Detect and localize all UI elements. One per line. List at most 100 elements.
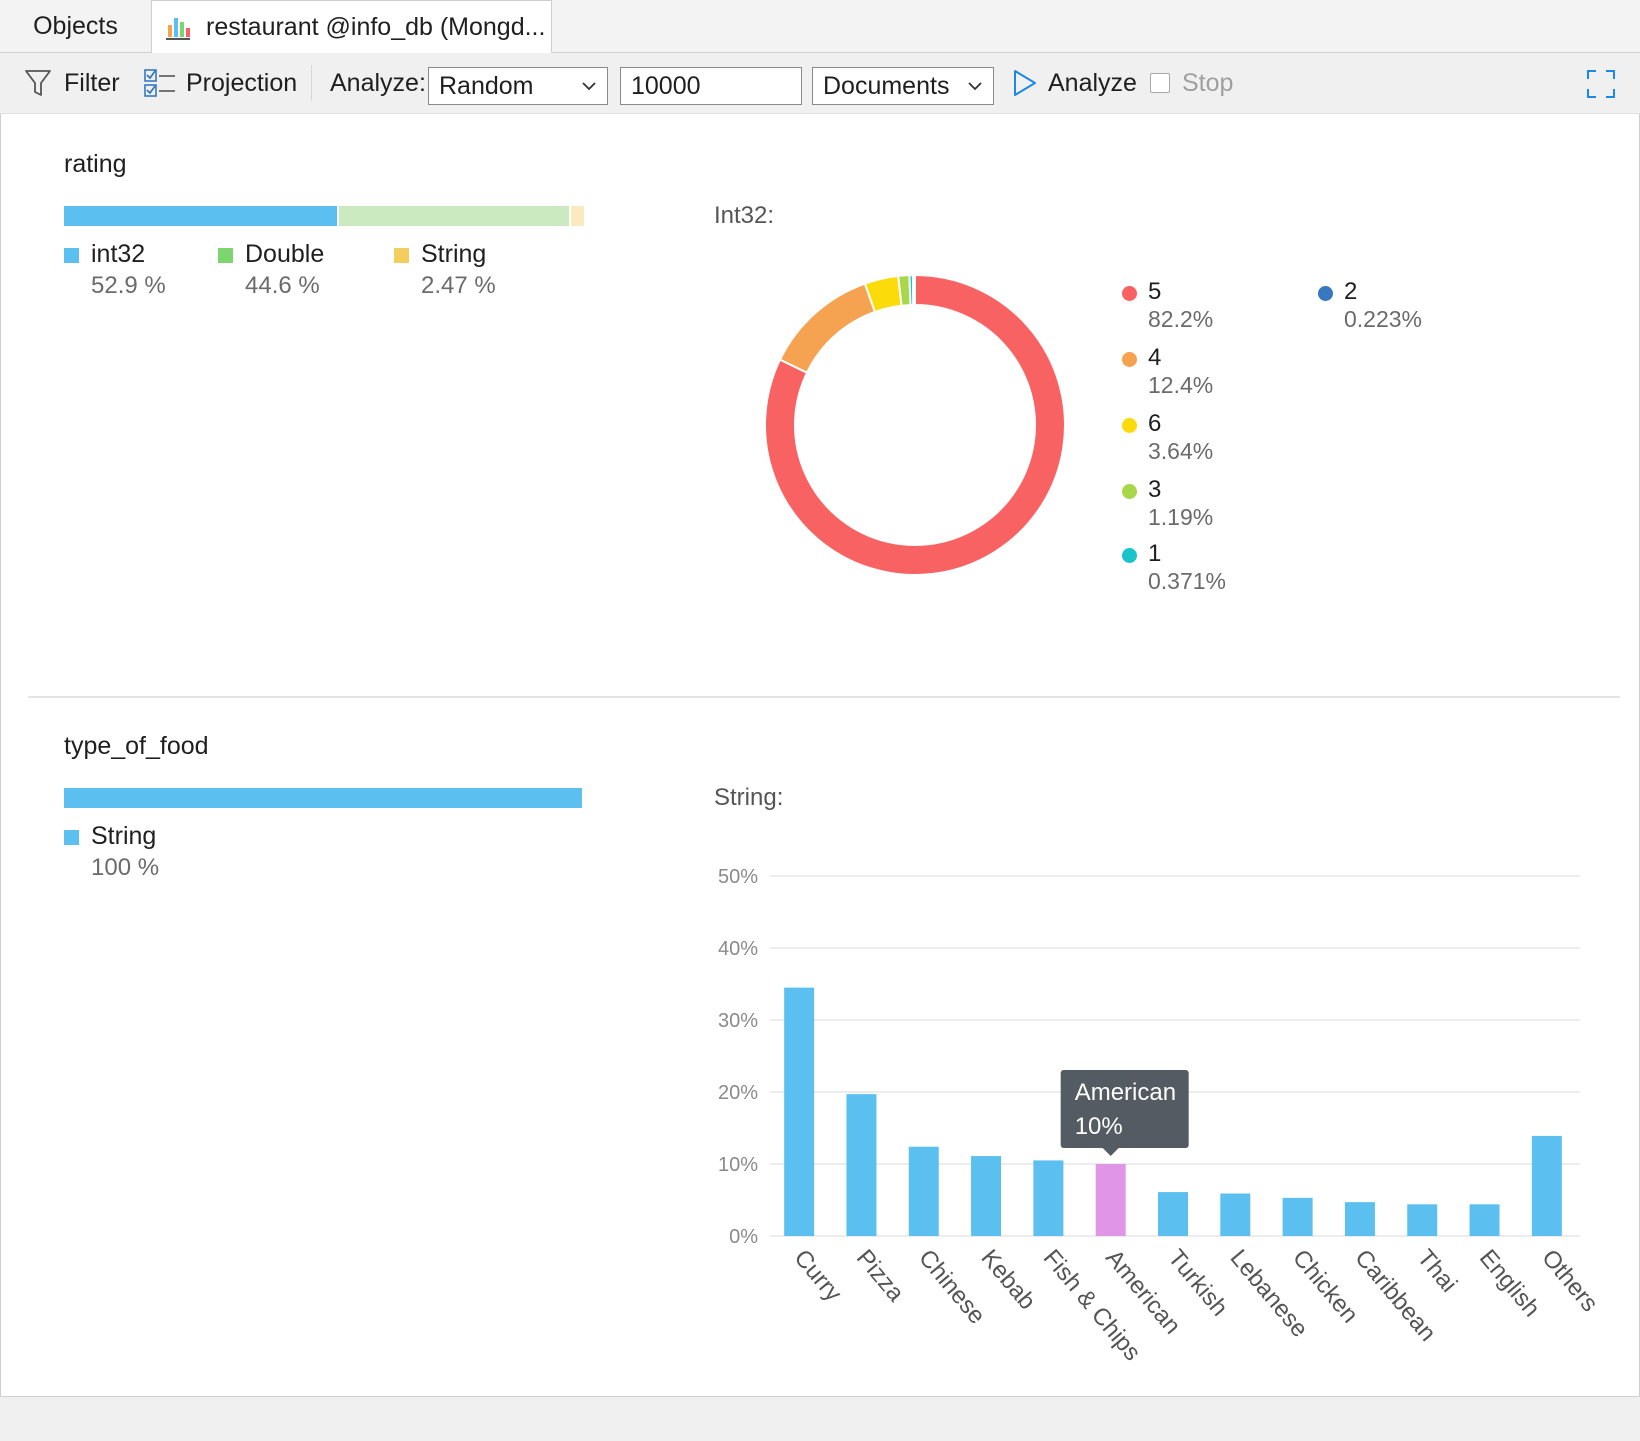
legend-label: 6: [1148, 410, 1162, 437]
rating-type-segment-int32: [64, 206, 340, 226]
tooltip-value: 10%: [1075, 1113, 1123, 1140]
y-tick-label: 10%: [718, 1154, 758, 1176]
unit-value: Documents: [823, 71, 950, 100]
y-tick-label: 50%: [718, 866, 758, 888]
y-tick-label: 0%: [729, 1226, 758, 1248]
donut-slice-4[interactable]: [778, 282, 877, 375]
bar-Chicken[interactable]: [1282, 1197, 1313, 1236]
chevron-down-icon: [582, 82, 596, 91]
chevron-down-icon: [968, 82, 982, 91]
legend-percent: 0.223%: [1344, 306, 1423, 332]
type-of-food-field-name: type_of_food: [64, 732, 209, 760]
projection-button[interactable]: Projection: [144, 53, 297, 113]
fullscreen-icon[interactable]: [1586, 69, 1616, 99]
rating-donut-chart: [764, 273, 1066, 576]
donut-slice-2[interactable]: [911, 273, 916, 307]
legend-percent: 52.9 %: [91, 272, 166, 299]
rating-type-segment-double: [339, 206, 572, 226]
legend-dot: [1122, 286, 1137, 301]
toolbar: Filter Projection Analyze: Random 10000 …: [0, 53, 1640, 114]
bar-Caribbean[interactable]: [1344, 1202, 1375, 1236]
legend-label: 1: [1148, 540, 1162, 567]
section-divider: [28, 696, 1620, 698]
bar-English[interactable]: [1469, 1204, 1500, 1236]
legend-label: 4: [1148, 344, 1162, 371]
bar-tooltip: American 10%: [1060, 1070, 1189, 1156]
analyze-label: Analyze:: [330, 68, 426, 97]
rating-chart-subtitle: Int32:: [714, 202, 775, 229]
bar-American[interactable]: [1095, 1164, 1126, 1236]
tab-strip: Objects restaurant @info_db (Mongd...: [0, 0, 1640, 53]
x-tick-label: Curry: [789, 1245, 847, 1307]
legend-label: 5: [1148, 278, 1162, 305]
tab-restaurant-analysis[interactable]: restaurant @info_db (Mongd...: [152, 0, 552, 53]
analyze-button-label: Analyze: [1048, 68, 1137, 97]
toolbar-separator: [311, 65, 312, 101]
x-tick-label: Chinese: [913, 1245, 990, 1330]
legend-label: 3: [1148, 476, 1162, 503]
tab-objects-label: Objects: [33, 11, 118, 40]
projection-icon: [144, 69, 175, 97]
legend-dot: [1122, 418, 1137, 433]
legend-name: int32: [91, 240, 146, 268]
status-bar: [0, 1396, 1640, 1441]
bar-Others[interactable]: [1531, 1135, 1562, 1236]
x-tick-label: Others: [1536, 1245, 1600, 1318]
legend-percent: 12.4%: [1148, 372, 1214, 398]
bar-Kebab[interactable]: [971, 1156, 1002, 1236]
analyze-button[interactable]: Analyze: [1012, 53, 1137, 113]
unit-select[interactable]: Documents: [812, 67, 994, 105]
legend-dot: [1122, 352, 1137, 367]
bar-Thai[interactable]: [1407, 1204, 1438, 1236]
legend-name: Double: [245, 240, 325, 268]
donut-slice-5[interactable]: [764, 273, 1066, 576]
bar-Chinese[interactable]: [908, 1146, 939, 1236]
legend-swatch: [64, 248, 79, 263]
legend-percent: 2.47 %: [421, 272, 496, 299]
legend-swatch: [218, 248, 233, 263]
sample-size-value: 10000: [631, 71, 701, 100]
bar-Curry[interactable]: [784, 987, 815, 1236]
stop-checkbox[interactable]: Stop: [1150, 53, 1233, 113]
legend-swatch: [394, 248, 409, 263]
sample-mode-value: Random: [439, 71, 534, 100]
rating-type-segment-string: [571, 206, 584, 226]
y-tick-label: 30%: [718, 1010, 758, 1032]
rating-field-name: rating: [64, 150, 127, 178]
bar-Turkish[interactable]: [1158, 1192, 1188, 1236]
bar-Fish & Chips[interactable]: [1033, 1160, 1064, 1236]
stop-checkbox-box[interactable]: [1150, 73, 1170, 93]
rating-type-bar: [64, 206, 584, 226]
legend-dot: [1318, 286, 1333, 301]
bar-Lebanese[interactable]: [1220, 1193, 1251, 1236]
legend-dot: [1122, 484, 1137, 499]
filter-icon: [25, 70, 51, 96]
bar-chart-icon: [166, 18, 190, 40]
x-tick-label: Thai: [1412, 1245, 1463, 1298]
legend-label: 2: [1344, 278, 1358, 305]
tab-objects[interactable]: Objects: [0, 0, 152, 52]
y-tick-label: 20%: [718, 1082, 758, 1104]
x-tick-label: English: [1474, 1245, 1545, 1323]
bar-Pizza[interactable]: [846, 1094, 877, 1236]
projection-label: Projection: [186, 68, 298, 97]
sample-size-input[interactable]: 10000: [620, 67, 802, 105]
tooltip-label: American: [1075, 1079, 1176, 1106]
play-icon: [1014, 70, 1036, 96]
type-of-food-type-bar: [64, 788, 582, 808]
legend-percent: 82.2%: [1148, 306, 1214, 332]
legend-percent: 1.19%: [1148, 504, 1214, 530]
legend-percent: 44.6 %: [245, 272, 320, 299]
legend-percent: 0.371%: [1148, 568, 1227, 594]
legend-percent: 3.64%: [1148, 438, 1214, 464]
type-of-food-bar-chart: 0%10%20%30%40%50%Curry Pizza ChineseKebabF…: [718, 866, 1600, 1366]
type-of-food-type-segment-string: [64, 788, 582, 808]
legend-name: String: [421, 240, 487, 268]
type-of-food-chart-subtitle: String:: [714, 784, 784, 811]
sample-mode-select[interactable]: Random: [428, 67, 608, 105]
y-tick-label: 40%: [718, 938, 758, 960]
tab-restaurant-label: restaurant @info_db (Mongd...: [206, 12, 546, 41]
legend-percent: 100 %: [91, 854, 160, 881]
x-tick-label: Pizza: [851, 1245, 910, 1308]
filter-button[interactable]: Filter: [24, 53, 120, 113]
